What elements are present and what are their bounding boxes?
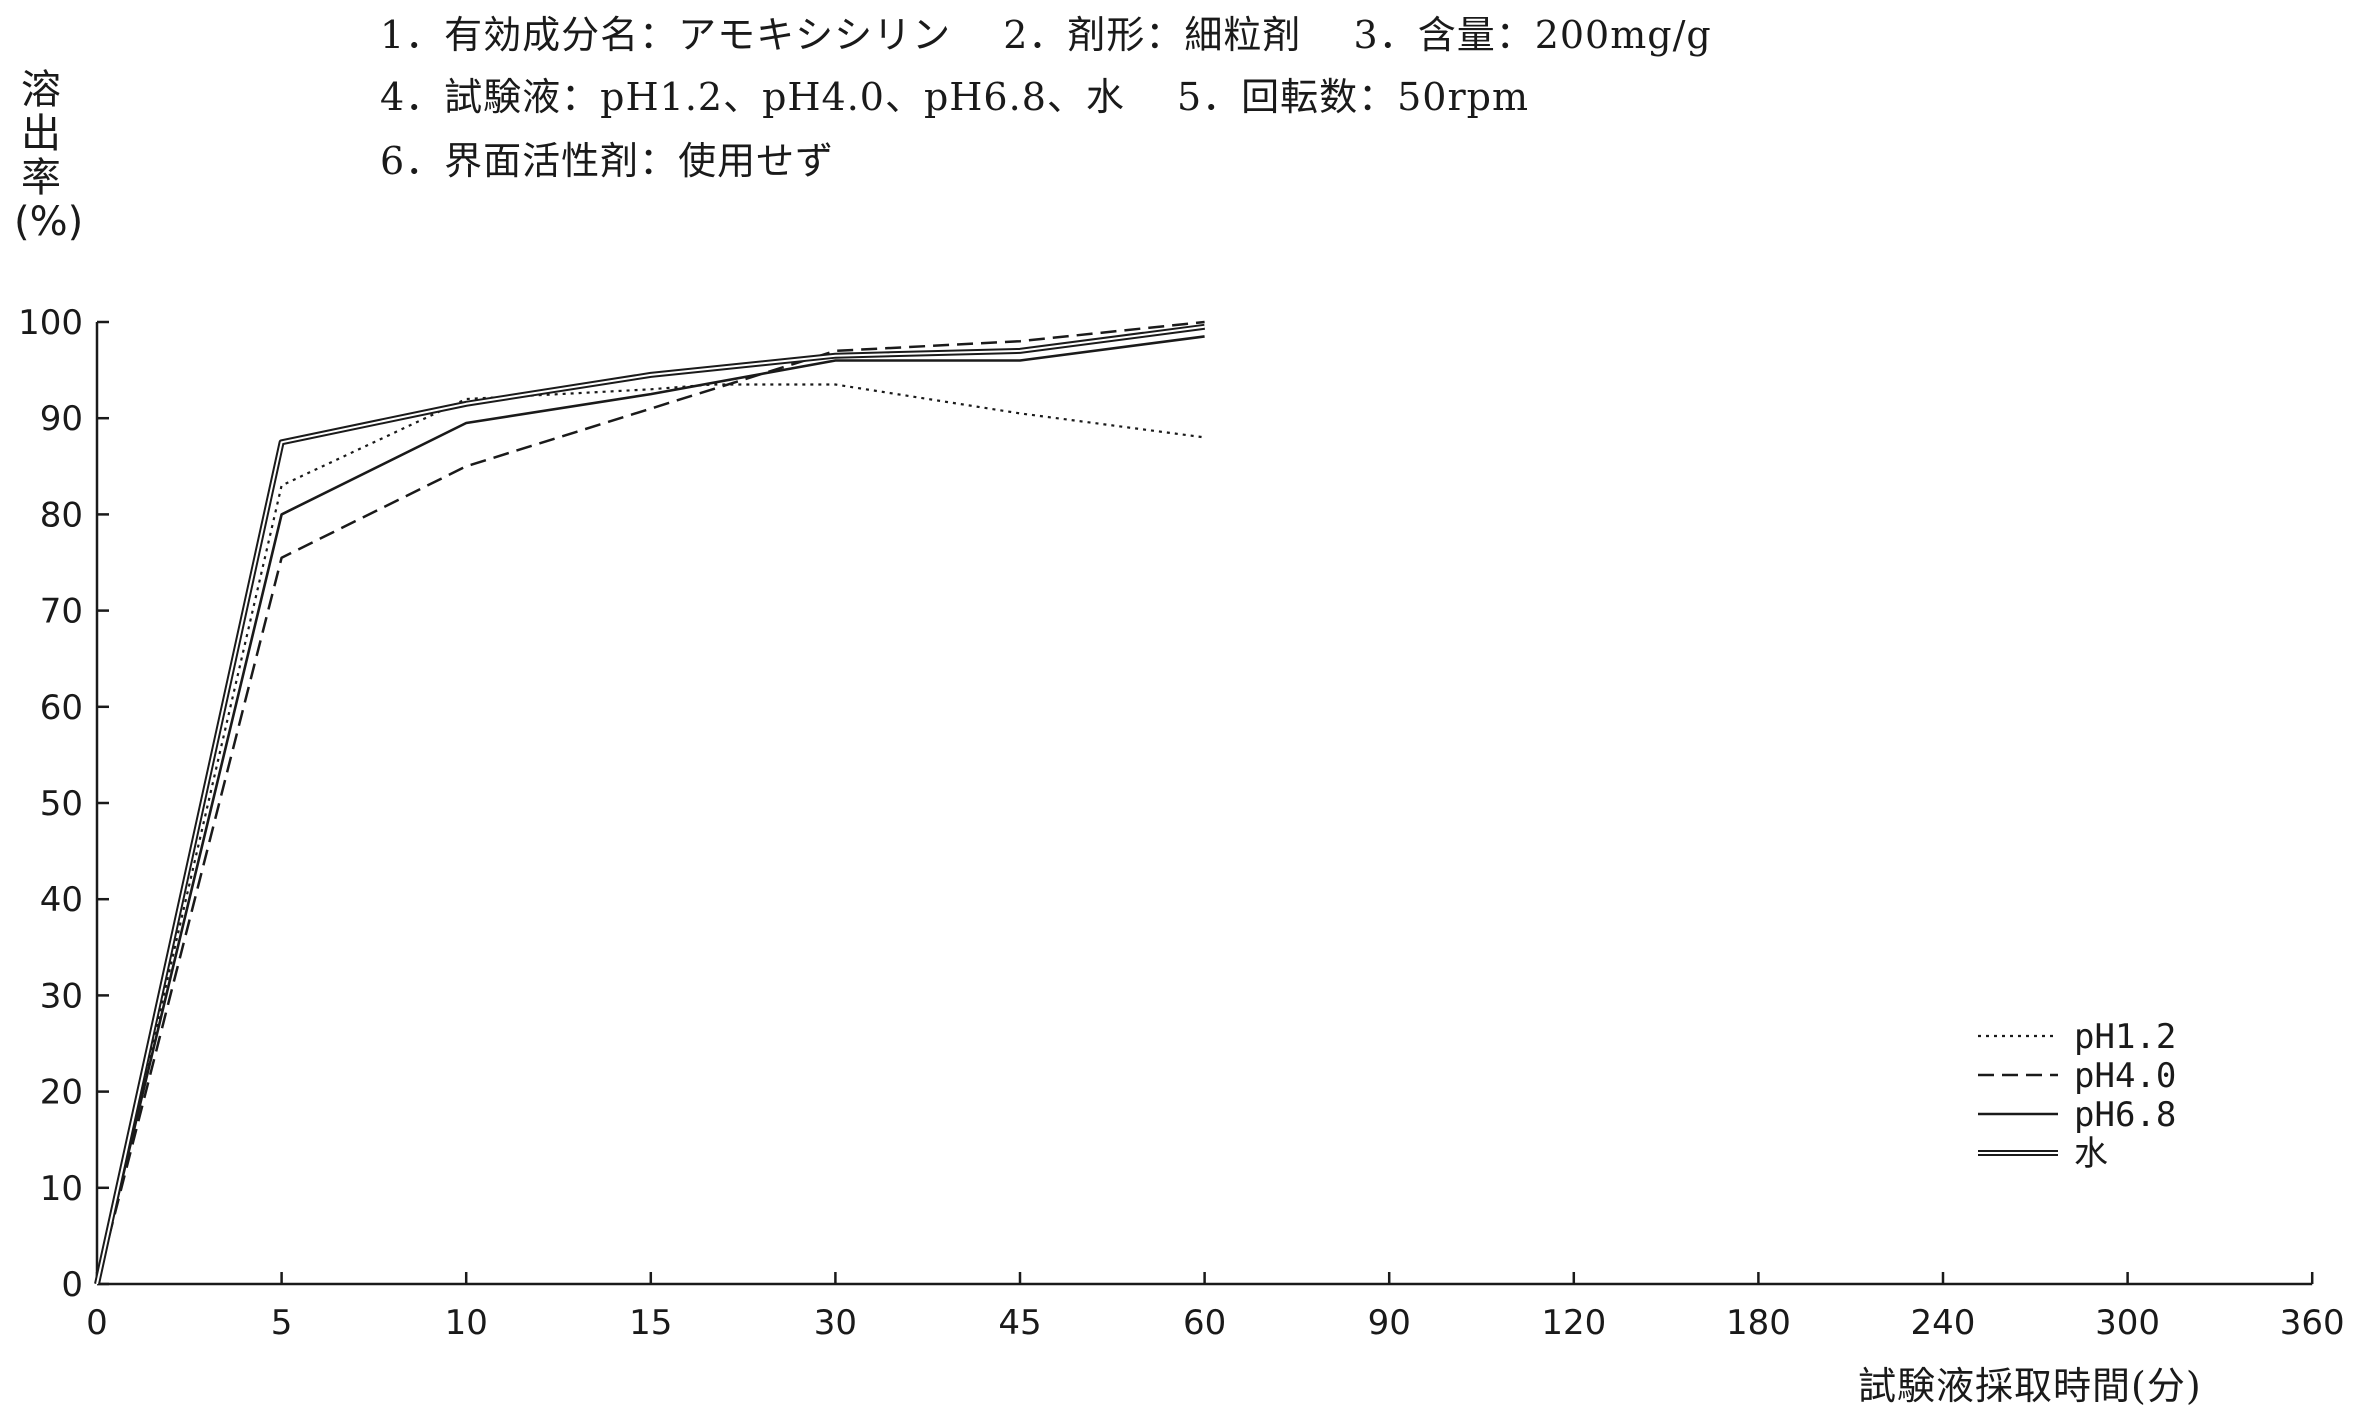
y-tick-label: 60 (40, 688, 83, 728)
y-tick-label: 40 (40, 880, 83, 920)
series-4-line (94, 323, 1205, 1285)
chart-header-line-1: 1．有効成分名：アモキシシリン 2．剤形：細粒剤 3．含量：200mg/g (380, 13, 1712, 57)
chart-header-line-2: 4．試験液：pH1.2、pH4.0、pH6.8、水 5．回転数：50rpm (380, 75, 1530, 119)
x-tick-label: 5 (271, 1303, 293, 1343)
x-tick-label: 10 (445, 1303, 488, 1343)
y-tick-label: 20 (40, 1073, 83, 1113)
x-tick-label: 30 (814, 1303, 857, 1343)
x-tick-label: 360 (2280, 1303, 2345, 1343)
series-2-line (95, 320, 1205, 1285)
y-tick-label: 0 (61, 1265, 83, 1305)
y-tick-label: 10 (40, 1169, 83, 1209)
legend-label-2: pH4.0 (2074, 1056, 2176, 1096)
chart-header-line-3: 6．界面活性剤：使用せず (380, 139, 835, 183)
x-axis-label: 試験液採取時間(分) (1858, 1364, 2202, 1408)
x-tick-label: 120 (1541, 1303, 1606, 1343)
x-tick-label: 60 (1183, 1303, 1226, 1343)
x-tick-label: 240 (1911, 1303, 1976, 1343)
y-tick-label: 30 (40, 976, 83, 1016)
x-tick-label: 300 (2095, 1303, 2160, 1343)
series-3-line (95, 335, 1205, 1285)
series-4-line-inner (96, 325, 1205, 1285)
legend-label-3: pH6.8 (2074, 1095, 2176, 1135)
chart-series (94, 320, 1205, 1285)
legend-label-4: 水 (2074, 1134, 2108, 1174)
x-tick-label: 0 (86, 1303, 108, 1343)
y-tick-label: 90 (40, 399, 83, 439)
y-tick-label: 70 (40, 592, 83, 632)
x-tick-label: 90 (1368, 1303, 1411, 1343)
y-tick-label: 80 (40, 495, 83, 535)
y-tick-label: 100 (18, 303, 83, 343)
legend-label-1: pH1.2 (2074, 1017, 2176, 1057)
y-tick-label: 50 (40, 784, 83, 824)
x-tick-label: 180 (1726, 1303, 1791, 1343)
x-tick-label: 15 (629, 1303, 672, 1343)
chart-axes: 0 10 20 30 40 50 60 70 80 90 100 0 5 10 15 30 45 60 90 120 1… (18, 303, 2345, 1343)
x-tick-label: 45 (998, 1303, 1041, 1343)
